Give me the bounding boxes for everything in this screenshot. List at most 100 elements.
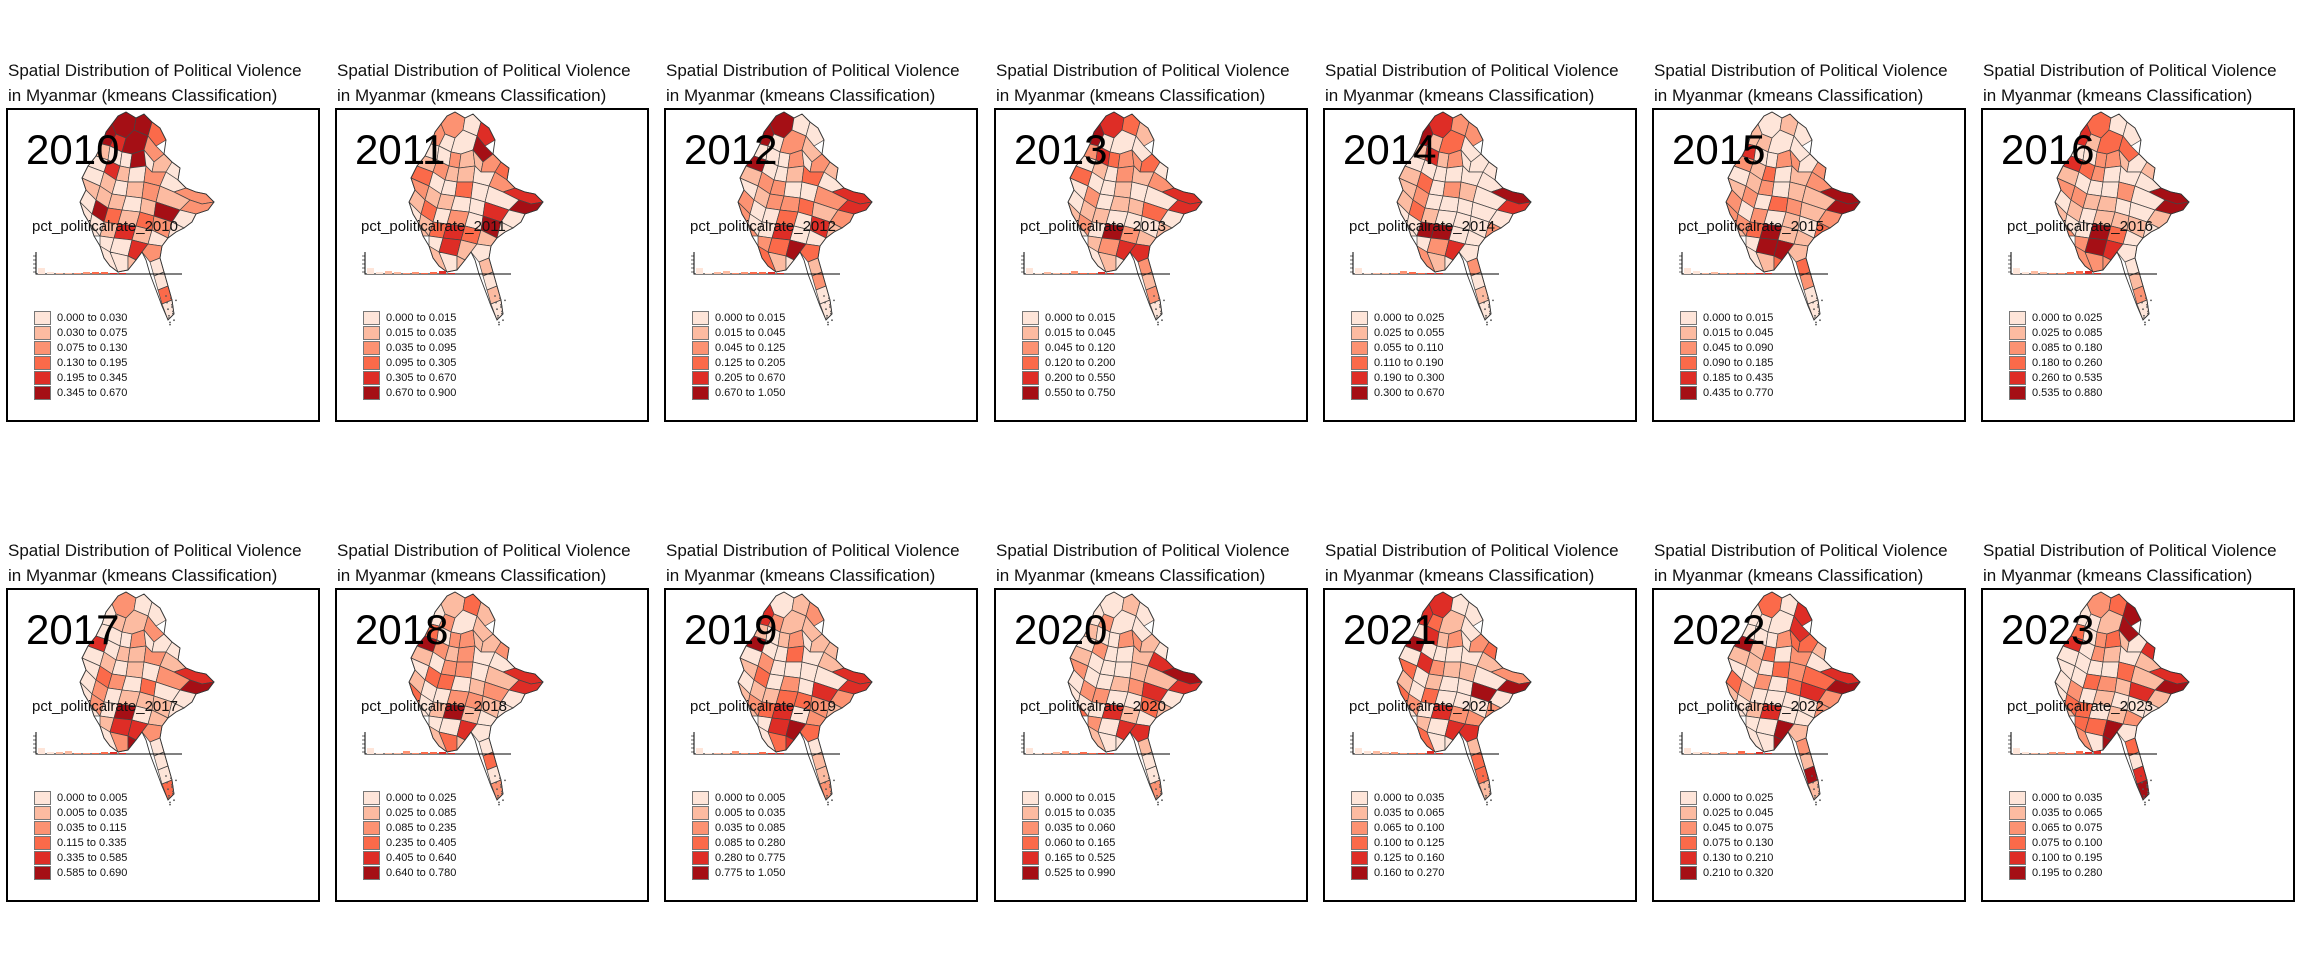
island (1153, 775, 1155, 777)
country-outline (1725, 111, 1861, 321)
legend-variable-label: pct_politicalrate_2022 (1678, 698, 1824, 715)
island (1160, 310, 1162, 313)
legend-entry: 0.005 to 0.035 (692, 805, 785, 820)
legend-label: 0.000 to 0.015 (1703, 311, 1774, 324)
island (2144, 803, 2146, 806)
legend-swatch (2009, 820, 2026, 835)
map-panel-2015: Spatial Distribution of Political Violen… (1646, 58, 1966, 422)
panel-title: Spatial Distribution of Political Violen… (337, 58, 631, 108)
legend-swatch (1351, 325, 1368, 340)
map-panel-2013: Spatial Distribution of Political Violen… (988, 58, 1308, 422)
region (454, 661, 474, 679)
panel-title-line1: Spatial Distribution of Political Violen… (1654, 61, 1948, 80)
legend-swatch (1680, 820, 1697, 835)
year-label: 2014 (1343, 126, 1437, 173)
island (171, 786, 173, 788)
island (171, 306, 173, 308)
legend-label: 0.405 to 0.640 (386, 851, 457, 864)
legend-label: 0.210 to 0.320 (1703, 866, 1774, 879)
legend-label: 0.195 to 0.345 (57, 371, 128, 384)
legend-entry: 0.550 to 0.750 (1022, 385, 1115, 400)
island (1817, 783, 1819, 786)
histogram-axis (1352, 252, 1499, 275)
histogram-bar (1071, 271, 1078, 274)
histogram-bar (1702, 273, 1709, 274)
island (2140, 775, 2142, 777)
legend-swatch (2009, 325, 2026, 340)
island (1814, 794, 1816, 797)
legend-label: 0.025 to 0.085 (386, 806, 457, 819)
legend-label: 0.165 to 0.525 (1045, 851, 1116, 864)
histogram-bar (1107, 753, 1114, 754)
legend-label: 0.000 to 0.015 (386, 311, 457, 324)
island (173, 799, 175, 802)
histogram-bar (2013, 268, 2020, 274)
legend-variable-label: pct_politicalrate_2012 (690, 218, 836, 235)
map-frame: 2018 pct_politicalrate_2018 0.000 to 0.025… (335, 588, 649, 902)
year-label: 2012 (684, 126, 778, 173)
island (170, 297, 172, 300)
histogram-bar (1044, 272, 1051, 274)
legend-entry: 0.035 to 0.115 (34, 820, 127, 835)
histogram-bar (1364, 273, 1371, 274)
histogram-bar (403, 273, 410, 274)
island (1817, 786, 1819, 788)
island (1812, 301, 1814, 304)
legend-label: 0.300 to 0.670 (1374, 386, 1445, 399)
histogram-bar (2094, 751, 2101, 754)
island (2150, 779, 2152, 782)
region (1773, 645, 1793, 663)
legend-entry: 0.130 to 0.210 (1680, 850, 1773, 865)
island (168, 794, 170, 797)
region (1115, 165, 1135, 183)
histogram-bar (403, 751, 410, 754)
island (172, 312, 174, 315)
legend-swatch (363, 820, 380, 835)
histogram-bar (74, 753, 81, 754)
legend-swatch (692, 340, 709, 355)
histogram-bar (74, 273, 81, 274)
legend-swatch (1351, 385, 1368, 400)
panel-title: Spatial Distribution of Political Violen… (1983, 58, 2277, 108)
island (494, 295, 496, 297)
region (1444, 645, 1464, 663)
island (833, 779, 835, 782)
panel-title-line1: Spatial Distribution of Political Violen… (337, 541, 631, 560)
island (169, 801, 171, 804)
legend-swatch (2009, 805, 2026, 820)
histogram-bar (2022, 752, 2029, 754)
island (829, 306, 831, 308)
legend-entry: 0.110 to 0.190 (1351, 355, 1444, 370)
island (168, 317, 170, 319)
island (1488, 306, 1490, 308)
island (172, 310, 174, 313)
panel-title-line1: Spatial Distribution of Political Violen… (1654, 541, 1948, 560)
legend-entry: 0.775 to 1.050 (692, 865, 785, 880)
legend-label: 0.000 to 0.025 (1703, 791, 1774, 804)
legend-swatch (34, 340, 51, 355)
legend-entry: 0.160 to 0.270 (1351, 865, 1444, 880)
legend-swatch (34, 850, 51, 865)
legend-entry: 0.300 to 0.670 (1351, 385, 1444, 400)
legend-swatch (1022, 865, 1039, 880)
island (1490, 799, 1492, 802)
panel-title-line1: Spatial Distribution of Political Violen… (8, 61, 302, 80)
island (1157, 321, 1159, 324)
legend-swatch (1351, 835, 1368, 850)
histogram-bar (1702, 752, 1709, 754)
legend-histogram (691, 732, 840, 755)
panel-title-line2: in Myanmar (kmeans Classification) (1654, 566, 1924, 585)
histogram-bar (430, 272, 437, 274)
island (169, 321, 171, 324)
legend-label: 0.015 to 0.045 (1045, 326, 1116, 339)
histogram-bar (412, 753, 419, 754)
island (495, 781, 497, 784)
island (830, 312, 832, 315)
year-label: 2020 (1014, 606, 1108, 653)
island (1489, 790, 1491, 793)
histogram-bar (1089, 273, 1096, 274)
island (1814, 797, 1816, 799)
legend-label: 0.000 to 0.035 (2032, 791, 2103, 804)
histogram-axis (1023, 252, 1170, 275)
island (500, 786, 502, 788)
